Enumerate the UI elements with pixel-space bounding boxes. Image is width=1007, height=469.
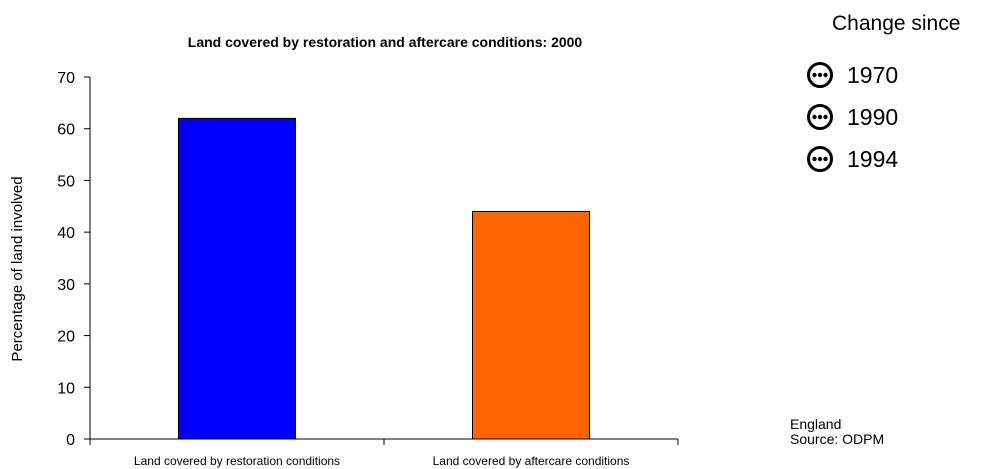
x-category-label: Land covered by restoration conditions — [134, 454, 340, 468]
y-tick-label: 60 — [57, 122, 75, 139]
change-year-label: 1990 — [847, 103, 899, 130]
source-label: Source: ODPM — [790, 431, 885, 447]
y-tick-label: 50 — [57, 173, 75, 190]
y-tick-label: 70 — [57, 70, 75, 87]
dotted-circle-icon — [807, 146, 833, 172]
change-since-heading: Change since — [832, 12, 961, 35]
y-tick-label: 0 — [66, 432, 75, 449]
change-row-1970: 1970 — [806, 60, 898, 90]
y-tick-label: 20 — [57, 329, 75, 346]
bar-chart: Land covered by restoration and aftercar… — [9, 34, 679, 468]
bar — [472, 210, 590, 440]
chart-title: Land covered by restoration and aftercar… — [188, 34, 583, 50]
plot-area: 0 10 20 30 40 50 60 70 Land covered by restorati… — [57, 70, 679, 468]
dotted-circle-icon — [807, 62, 833, 88]
y-tick-label: 30 — [57, 277, 75, 294]
bar — [178, 117, 296, 440]
dotted-circle-icon — [807, 104, 833, 130]
change-indicator-panel: Change since 1970 1990 1994 England Sour… — [770, 0, 1007, 469]
footer-note: England Source: ODPM — [790, 417, 884, 447]
y-tick-label: 10 — [57, 380, 75, 397]
y-tick-label: 40 — [57, 225, 75, 242]
x-category-label: Land covered by aftercare conditions — [433, 454, 630, 468]
change-year-label: 1970 — [847, 61, 899, 88]
y-axis-title: Percentage of land involved — [9, 176, 26, 361]
change-year-label: 1994 — [847, 145, 899, 172]
region-label: England — [790, 416, 842, 432]
change-row-1990: 1990 — [806, 102, 898, 132]
change-row-1994: 1994 — [806, 144, 898, 174]
